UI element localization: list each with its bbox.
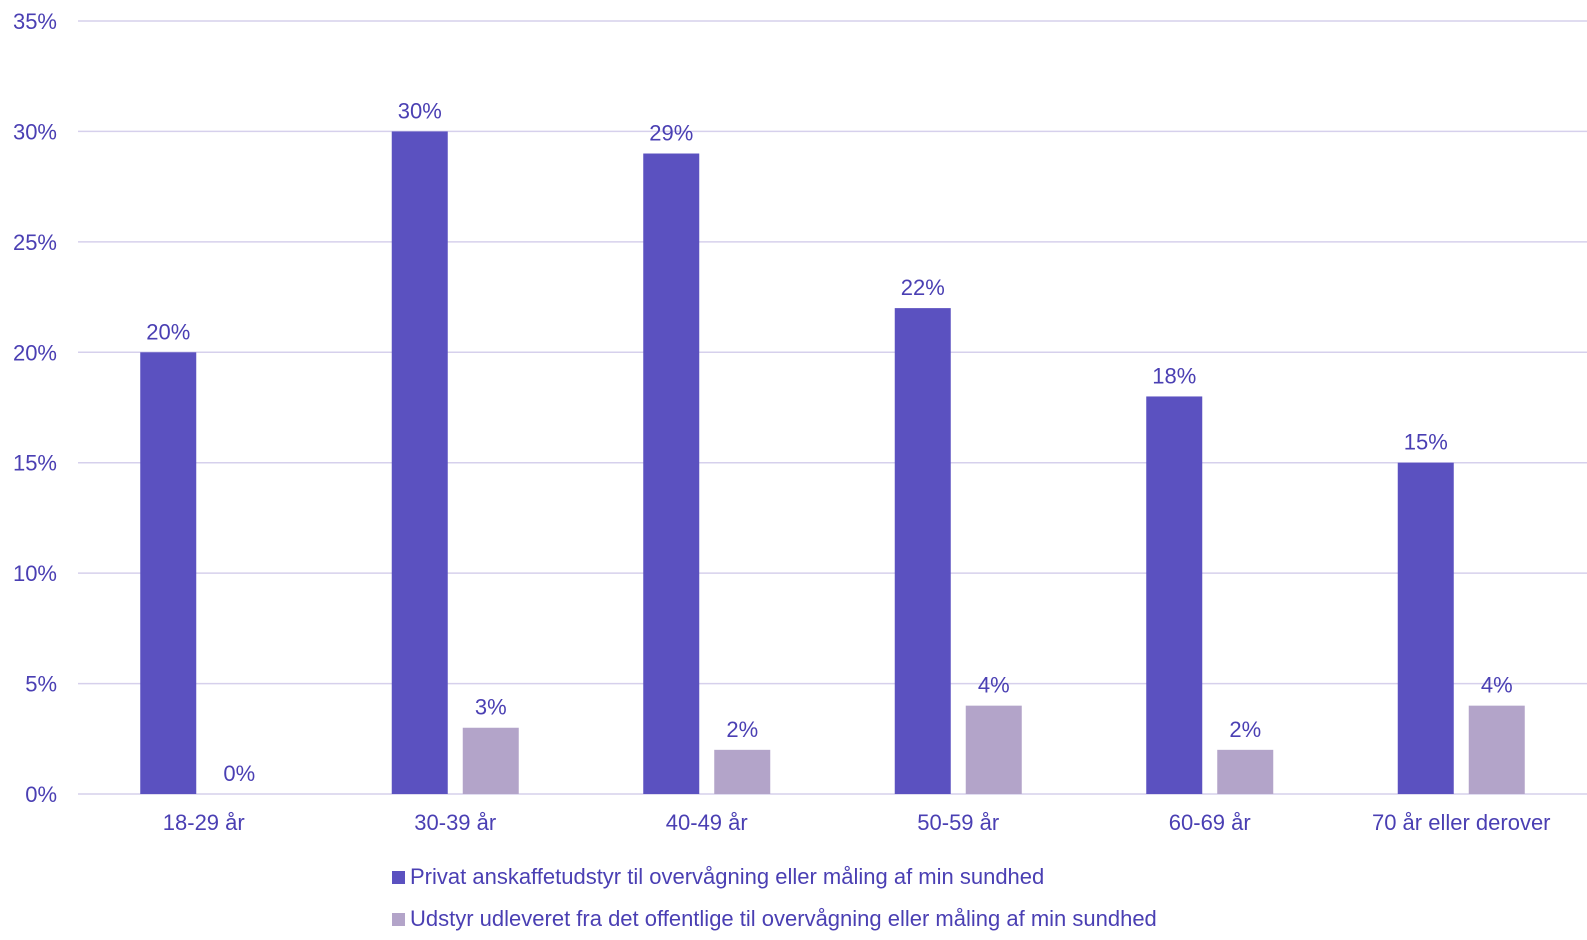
data-label-series-2: 4% — [978, 673, 1010, 698]
legend-swatch-series-1 — [392, 870, 405, 884]
gridlines — [78, 20, 1587, 795]
bars — [140, 131, 1525, 794]
data-label-series-1: 18% — [1152, 363, 1196, 388]
x-tick-label: 30-39 år — [414, 810, 496, 835]
data-label-series-1: 20% — [146, 319, 190, 344]
bar-series-1 — [1397, 462, 1454, 794]
bar-series-1 — [643, 153, 700, 794]
bar-series-2 — [1468, 705, 1525, 794]
legend: Privat anskaffetudstyr til overvågning e… — [392, 856, 1157, 940]
x-axis: 18-29 år 30-39 år 40-49 år 50-59 år 60-69 år… — [163, 810, 1551, 835]
bar-series-1 — [894, 308, 951, 794]
data-label-series-2: 3% — [475, 695, 507, 720]
x-tick-label: 18-29 år — [163, 810, 245, 835]
y-tick-label: 25% — [13, 230, 57, 255]
bar-series-1 — [140, 352, 197, 794]
legend-label-series-2: Udstyr udleveret fra det offentlige til … — [410, 906, 1157, 931]
x-tick-label: 50-59 år — [917, 810, 999, 835]
bar-series-1 — [1146, 396, 1203, 794]
bar-series-2 — [1217, 749, 1274, 794]
data-label-series-2: 2% — [726, 717, 758, 742]
data-labels: 20% 0% 30% 3% 29% 2% 22% 4% 18% 2% 15% 4% — [146, 98, 1512, 786]
y-tick-label: 20% — [13, 340, 57, 365]
y-tick-label: 35% — [13, 9, 57, 34]
data-label-series-2: 4% — [1481, 673, 1513, 698]
legend-item-series-1: Privat anskaffetudstyr til overvågning e… — [392, 856, 1157, 898]
y-tick-label: 30% — [13, 119, 57, 144]
bar-series-2 — [965, 705, 1022, 794]
bar-chart: 0% 5% 10% 15% 20% 25% 30% 35% 20% 0% 30% 3% 29% 2% 22… — [13, 9, 1587, 835]
y-tick-label: 0% — [25, 782, 57, 807]
y-tick-label: 15% — [13, 451, 57, 476]
y-axis: 0% 5% 10% 15% 20% 25% 30% 35% — [13, 9, 57, 807]
data-label-series-2: 2% — [1229, 717, 1261, 742]
x-tick-label: 70 år eller derover — [1372, 810, 1551, 835]
y-tick-label: 5% — [25, 672, 57, 697]
x-tick-label: 60-69 år — [1169, 810, 1251, 835]
legend-label-series-1: Privat anskaffetudstyr til overvågning e… — [410, 864, 1045, 889]
legend-item-series-2: Udstyr udleveret fra det offentlige til … — [392, 898, 1157, 940]
x-tick-label: 40-49 år — [666, 810, 748, 835]
bar-series-1 — [391, 131, 448, 794]
data-label-series-1: 22% — [901, 275, 945, 300]
data-label-series-1: 29% — [649, 121, 693, 146]
data-label-series-2: 0% — [223, 761, 255, 786]
y-tick-label: 10% — [13, 561, 57, 586]
bar-series-2 — [714, 749, 771, 794]
legend-swatch-series-2 — [392, 912, 405, 926]
data-label-series-1: 15% — [1404, 430, 1448, 455]
data-label-series-1: 30% — [398, 98, 442, 123]
bar-series-2 — [462, 727, 519, 794]
